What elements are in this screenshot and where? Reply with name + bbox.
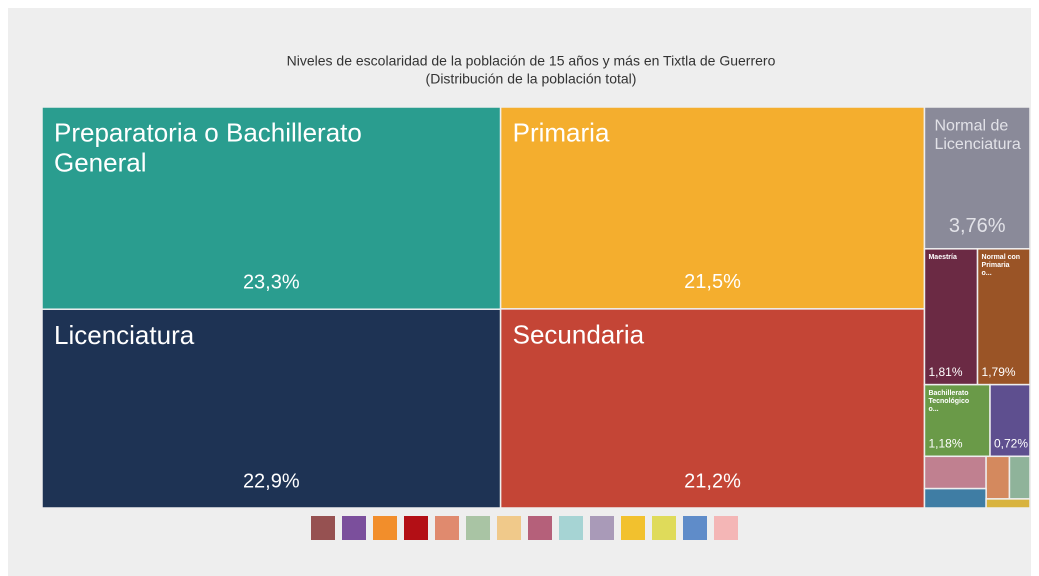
tile-label: Preparatoria o Bachillerato General bbox=[54, 117, 369, 177]
value-label: 22,9% bbox=[243, 470, 300, 492]
chart-subtitle: (Distribución de la población total) bbox=[426, 71, 637, 87]
legend-swatch bbox=[590, 516, 614, 540]
tile bbox=[1008, 455, 1031, 500]
tile bbox=[41, 106, 502, 310]
legend-swatch bbox=[466, 516, 490, 540]
tile bbox=[499, 106, 926, 310]
tile-label: Primaria bbox=[513, 117, 610, 147]
tile bbox=[976, 248, 1031, 386]
value-label: 1,79% bbox=[982, 365, 1016, 379]
tile-label: Bachillerato Tecnológico o... bbox=[928, 390, 971, 413]
tile-label: Normal con Primaria o... bbox=[982, 254, 1022, 277]
tile-label: Licenciatura bbox=[54, 320, 195, 350]
tile bbox=[989, 383, 1031, 458]
chart-title: Niveles de escolaridad de la población d… bbox=[287, 53, 776, 69]
tile-label: Maestría bbox=[928, 254, 957, 261]
value-label: 0,72% bbox=[994, 436, 1028, 450]
legend-swatch bbox=[559, 516, 583, 540]
value-label: 21,2% bbox=[684, 470, 741, 492]
tile bbox=[923, 487, 987, 509]
legend-swatch bbox=[435, 516, 459, 540]
tile bbox=[985, 455, 1011, 500]
legend-swatch bbox=[404, 516, 428, 540]
legend-swatch bbox=[311, 516, 335, 540]
tile bbox=[499, 308, 926, 509]
tile bbox=[41, 308, 502, 509]
value-label: 1,81% bbox=[928, 365, 962, 379]
tile-label: Secundaria bbox=[513, 319, 645, 349]
legend-swatch bbox=[342, 516, 366, 540]
legend-swatch bbox=[497, 516, 521, 540]
legend-swatch bbox=[528, 516, 552, 540]
value-label: 3,76% bbox=[949, 215, 1006, 237]
value-label: 23,3% bbox=[243, 272, 300, 294]
legend-swatch bbox=[652, 516, 676, 540]
legend-swatch bbox=[714, 516, 738, 540]
tile-label: Normal de Licenciatura bbox=[934, 118, 1020, 153]
value-label: 21,5% bbox=[684, 271, 741, 293]
legend-swatch bbox=[373, 516, 397, 540]
tile bbox=[923, 248, 979, 386]
legend-swatch bbox=[683, 516, 707, 540]
tile bbox=[923, 455, 987, 490]
value-label: 1,18% bbox=[928, 436, 962, 450]
legend-swatch bbox=[621, 516, 645, 540]
tile bbox=[985, 498, 1031, 509]
